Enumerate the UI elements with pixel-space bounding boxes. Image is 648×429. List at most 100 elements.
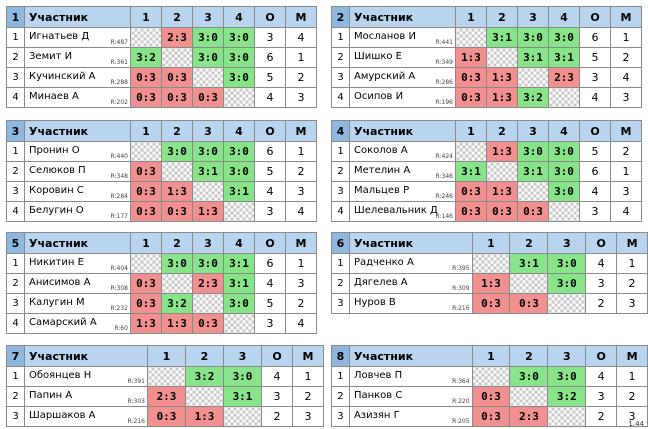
loss-score-cell: 2:3 [161,27,193,48]
player-rating: R:424 [435,153,453,160]
player-points: 5 [579,141,611,162]
loss-score-cell: 0:3 [130,201,162,222]
loss-score-cell: 1:3 [161,313,193,334]
player-place: 4 [610,201,642,222]
group-table-8: 8 Участник 1 2 3 О М 1 Ловчев П R:364 3:0 3:0 4 1 2 Пан… [331,345,648,427]
place-header: М [610,120,642,142]
opponent-column-header: 4 [223,120,255,142]
player-name: Минаев А [29,91,79,102]
loss-score-cell: 0:3 [130,67,162,88]
loss-score-cell: 0:3 [486,201,518,222]
self-match-cell [471,253,511,274]
self-match-cell [223,313,255,334]
win-score-cell: 3:0 [192,141,224,162]
self-match-cell [161,161,193,182]
loss-score-cell: 1:3 [486,181,518,202]
opponent-column-header: 3 [223,345,262,367]
opponent-column-header: 1 [147,345,186,367]
player-rating: R:348 [110,173,128,180]
loss-score-cell: 1:3 [455,47,487,68]
self-match-cell [547,293,587,314]
player-number: 2 [331,161,350,182]
self-match-cell [130,27,162,48]
loss-score-cell: 0:3 [471,406,511,427]
win-score-cell: 3:2 [547,386,587,407]
player-row: 4 Самарский А R:60 1:3 1:3 0:3 3 4 [6,313,317,334]
player-number: 1 [331,141,350,162]
player-points: 2 [585,406,618,427]
win-score-cell: 3:2 [130,47,162,68]
place-header: М [616,345,648,367]
player-number: 2 [331,273,350,294]
version-label: 1.44 [628,420,644,428]
player-cell: Мальцев Р R:246 [349,181,456,202]
loss-score-cell: 0:3 [509,293,549,314]
player-cell: Обоянцев Н R:391 [24,366,148,387]
participant-header: Участник [348,345,473,367]
opponent-column-header: 2 [161,6,193,28]
opponent-column-header: 3 [517,120,549,142]
win-score-cell: 3:1 [509,253,549,274]
self-match-cell [471,366,511,387]
player-row: 2 Папин А R:303 2:3 3:1 3 2 [6,386,324,407]
player-points: 3 [254,201,286,222]
player-rating: R:346 [435,173,453,180]
win-score-cell: 3:1 [192,161,224,182]
player-row: 3 Азизян Г R:205 0:3 2:3 2 3 [331,406,648,427]
self-match-cell [185,386,224,407]
player-number: 1 [6,141,25,162]
loss-score-cell: 1:3 [130,313,162,334]
player-cell: Шишко Е R:349 [349,47,456,68]
player-cell: Шаршаков А R:216 [24,406,148,427]
opponent-column-header: 1 [455,6,487,28]
win-score-cell: 3:1 [486,27,518,48]
win-score-cell: 3:0 [223,27,255,48]
win-score-cell: 3:2 [161,293,193,314]
player-name: Шишко Е [354,51,402,62]
player-row: 2 Дягелев А R:309 1:3 3:0 3 2 [331,273,648,294]
player-row: 1 Игнатьев Д R:487 2:3 3:0 3:0 3 4 [6,27,317,48]
win-score-cell: 3:0 [517,27,549,48]
opponent-column-header: 2 [486,120,518,142]
loss-score-cell: 0:3 [130,293,162,314]
loss-score-cell: 0:3 [471,293,511,314]
loss-score-cell: 1:3 [471,273,511,294]
player-cell: Белугин О R:177 [24,201,131,222]
win-score-cell: 3:0 [548,161,580,182]
player-name: Соколов А [354,145,408,156]
loss-score-cell: 1:3 [161,181,193,202]
group-number: 5 [6,232,25,254]
opponent-column-header: 3 [517,6,549,28]
player-number: 2 [331,47,350,68]
player-place: 1 [285,47,317,68]
opponent-column-header: 4 [223,6,255,28]
win-score-cell: 3:1 [517,161,549,182]
win-score-cell: 3:0 [548,27,580,48]
loss-score-cell: 0:3 [192,313,224,334]
group-number: 1 [6,6,25,28]
player-number: 4 [6,87,25,108]
opponent-column-header: 1 [471,232,511,254]
points-header: О [254,6,286,28]
opponent-column-header: 1 [455,120,487,142]
player-name: Панков С [353,390,403,401]
win-score-cell: 3:2 [517,87,549,108]
player-points: 3 [254,27,286,48]
player-cell: Никитин Е R:404 [24,253,131,274]
player-number: 3 [6,181,25,202]
player-name: Амурский А [354,71,416,82]
group-header-row: 7 Участник 1 2 3 О М [6,345,324,367]
player-place: 2 [285,67,317,88]
group-header-row: 8 Участник 1 2 3 О М [331,345,648,367]
participant-header: Участник [24,120,131,142]
player-cell: Нуров В R:216 [348,293,473,314]
player-rating: R:202 [110,99,128,106]
player-points: 6 [254,141,286,162]
player-name: Селюков П [29,165,86,176]
player-name: Мальцев Р [354,185,410,196]
player-rating: R:404 [110,265,128,272]
player-name: Обоянцев Н [29,370,92,381]
player-cell: Дягелев А R:309 [348,273,473,294]
win-score-cell: 3:0 [161,141,193,162]
self-match-cell [547,406,587,427]
